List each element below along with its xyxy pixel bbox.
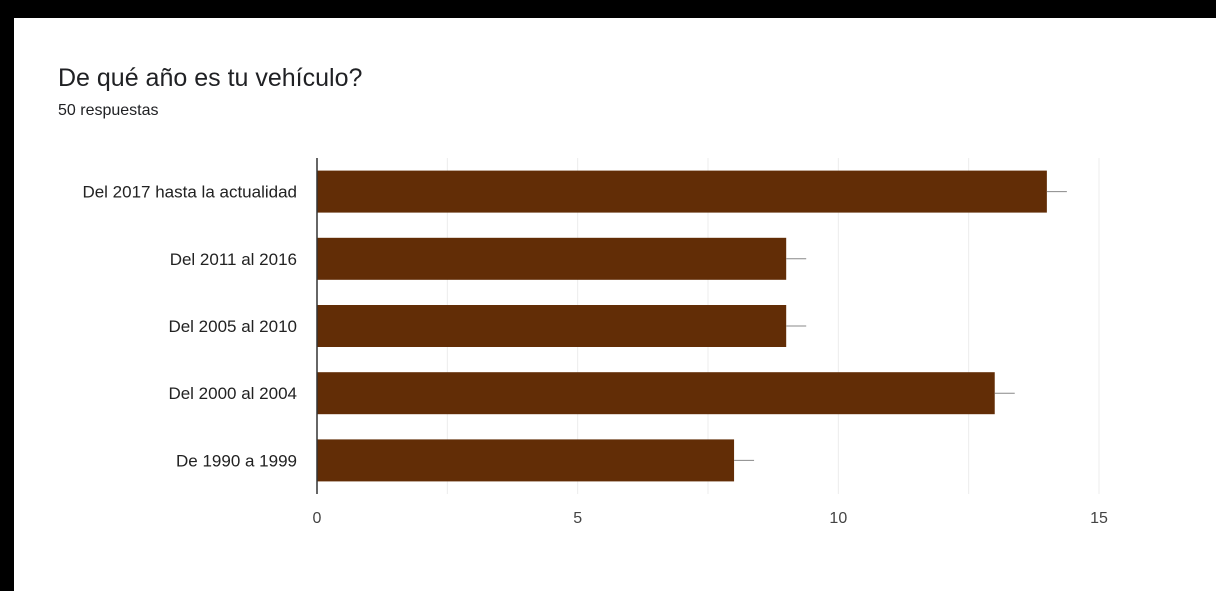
chart-title: De qué año es tu vehículo? (58, 64, 363, 92)
category-label: Del 2005 al 2010 (168, 317, 297, 336)
bar (317, 372, 995, 415)
bar-chart: Del 2017 hasta la actualidad Del 2011 al … (82, 158, 1108, 527)
response-count: 50 respuestas (58, 102, 159, 119)
bar (317, 305, 787, 347)
x-tick-label: 5 (573, 510, 582, 527)
bar (317, 439, 735, 482)
category-label: Del 2011 al 2016 (170, 250, 297, 269)
chart-card: De qué año es tu vehículo? 50 respuestas… (14, 18, 1216, 591)
category-label: De 1990 a 1999 (176, 451, 297, 470)
category-label: Del 2017 hasta la actualidad (82, 183, 297, 202)
x-tick-label: 15 (1090, 510, 1108, 527)
bar (317, 237, 787, 280)
bar (317, 170, 1047, 213)
x-tick-label: 0 (313, 510, 322, 527)
x-tick-label: 10 (829, 510, 847, 527)
category-label: Del 2000 al 2004 (168, 384, 297, 403)
